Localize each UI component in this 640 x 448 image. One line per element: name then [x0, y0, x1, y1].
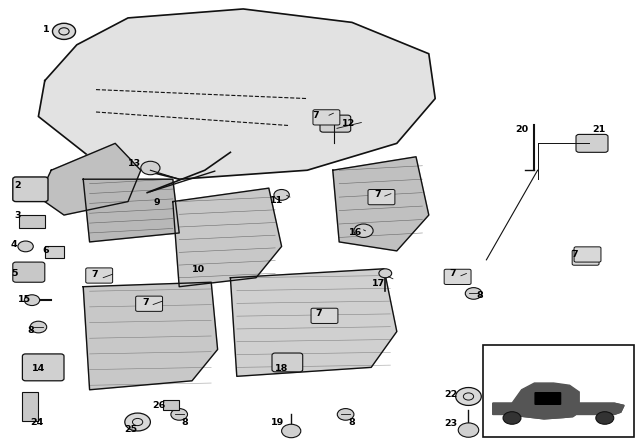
Circle shape — [125, 413, 150, 431]
Circle shape — [18, 241, 33, 252]
Text: 8: 8 — [181, 418, 188, 426]
Text: 26: 26 — [152, 401, 165, 410]
Text: 11: 11 — [270, 196, 283, 205]
Circle shape — [354, 224, 373, 237]
Polygon shape — [173, 188, 282, 287]
Text: 21: 21 — [592, 125, 605, 134]
Text: 1: 1 — [43, 25, 49, 34]
Text: 9: 9 — [154, 198, 160, 207]
Text: 20: 20 — [515, 125, 528, 134]
FancyBboxPatch shape — [576, 134, 608, 152]
Text: 8: 8 — [477, 291, 483, 300]
FancyBboxPatch shape — [311, 308, 338, 323]
Circle shape — [30, 321, 47, 333]
Text: 7: 7 — [92, 270, 98, 279]
Text: 7: 7 — [142, 298, 148, 307]
FancyBboxPatch shape — [86, 268, 113, 283]
Circle shape — [458, 423, 479, 437]
Text: 8: 8 — [349, 418, 355, 426]
Bar — [45, 246, 64, 258]
Bar — [19, 215, 45, 228]
FancyBboxPatch shape — [13, 177, 48, 202]
Text: 14: 14 — [32, 364, 45, 373]
Polygon shape — [493, 403, 624, 419]
FancyBboxPatch shape — [574, 247, 601, 262]
FancyBboxPatch shape — [22, 354, 64, 381]
Text: 7: 7 — [374, 190, 381, 199]
Text: 8: 8 — [28, 326, 34, 335]
Circle shape — [171, 409, 188, 420]
Circle shape — [141, 161, 160, 175]
Text: 0C006857: 0C006857 — [533, 426, 570, 435]
Circle shape — [282, 424, 301, 438]
Circle shape — [337, 409, 354, 420]
Text: 7: 7 — [572, 250, 578, 259]
FancyBboxPatch shape — [572, 250, 599, 265]
Circle shape — [379, 269, 392, 278]
FancyBboxPatch shape — [13, 262, 45, 282]
Text: 23: 23 — [445, 419, 458, 428]
Circle shape — [503, 412, 521, 424]
Text: 4: 4 — [11, 240, 17, 249]
FancyBboxPatch shape — [368, 190, 395, 205]
Polygon shape — [83, 282, 218, 390]
Text: 19: 19 — [271, 418, 284, 426]
Text: 3: 3 — [15, 211, 21, 220]
Text: 25: 25 — [125, 425, 138, 434]
FancyBboxPatch shape — [534, 392, 561, 405]
Bar — [22, 392, 38, 421]
Polygon shape — [230, 269, 397, 376]
Text: 12: 12 — [342, 119, 355, 128]
Text: 18: 18 — [275, 364, 288, 373]
Polygon shape — [512, 383, 579, 403]
FancyBboxPatch shape — [320, 115, 351, 132]
Text: 15: 15 — [18, 295, 31, 304]
Circle shape — [274, 190, 289, 200]
Text: 5: 5 — [11, 269, 17, 278]
Text: 13: 13 — [128, 159, 141, 168]
Text: 17: 17 — [372, 279, 385, 288]
Circle shape — [465, 288, 482, 299]
Text: 7: 7 — [312, 111, 319, 120]
Bar — [163, 400, 179, 410]
Circle shape — [456, 388, 481, 405]
FancyBboxPatch shape — [313, 110, 340, 125]
Polygon shape — [333, 157, 429, 251]
Text: 16: 16 — [349, 228, 362, 237]
FancyBboxPatch shape — [136, 296, 163, 311]
Text: 7: 7 — [449, 269, 456, 278]
Text: 6: 6 — [43, 246, 49, 255]
FancyBboxPatch shape — [444, 269, 471, 284]
Polygon shape — [38, 143, 141, 215]
Circle shape — [52, 23, 76, 39]
Bar — [483, 345, 634, 437]
Text: 24: 24 — [31, 418, 44, 426]
Polygon shape — [38, 9, 435, 179]
Text: 22: 22 — [445, 390, 458, 399]
Text: 10: 10 — [192, 265, 205, 274]
Polygon shape — [83, 179, 179, 242]
Text: 2: 2 — [15, 181, 21, 190]
Circle shape — [596, 412, 614, 424]
FancyBboxPatch shape — [272, 353, 303, 372]
Polygon shape — [493, 403, 624, 419]
Text: 7: 7 — [316, 309, 322, 318]
Circle shape — [24, 295, 40, 306]
